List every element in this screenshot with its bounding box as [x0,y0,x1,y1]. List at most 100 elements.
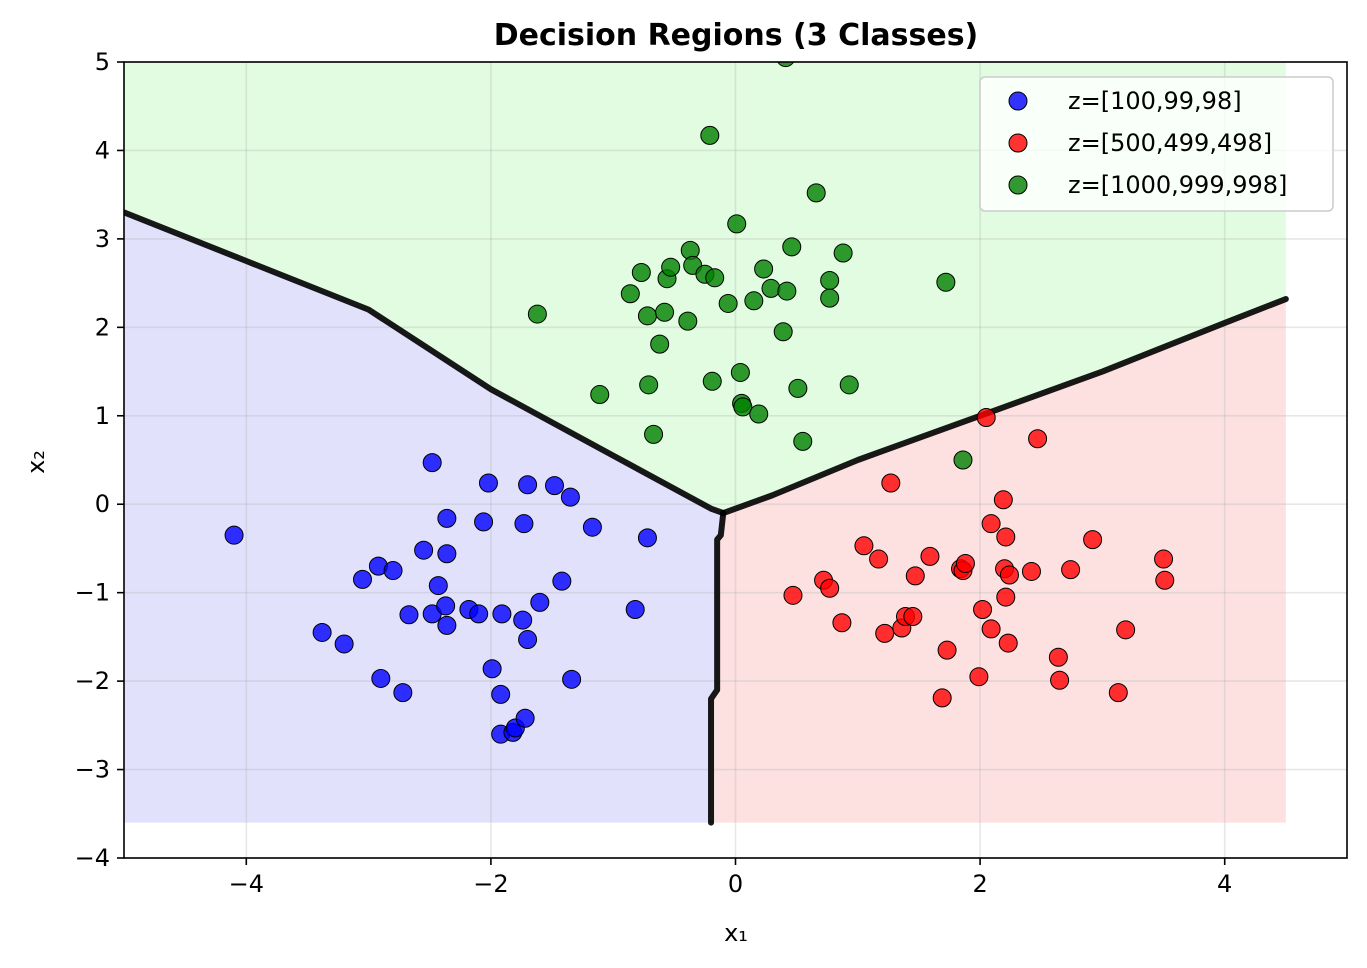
data-point-series-2 [631,262,651,282]
data-point-series-1 [832,613,852,633]
legend-marker [1008,91,1028,111]
data-point-series-1 [937,640,957,660]
data-point-series-2 [788,378,808,398]
data-point-series-0 [560,487,580,507]
data-point-series-0 [582,517,602,537]
data-point-series-2 [718,293,738,313]
data-point-series-2 [527,304,547,324]
x-tick-label: 2 [972,870,987,898]
data-point-series-1 [1155,570,1175,590]
data-point-series-2 [744,291,764,311]
data-point-series-2 [678,311,698,331]
data-point-series-2 [749,404,769,424]
data-point-series-1 [981,619,1001,639]
x-tick-label: −4 [229,870,264,898]
data-point-series-2 [730,362,750,382]
data-point-series-0 [515,708,535,728]
data-point-series-0 [530,592,550,612]
data-point-series-1 [875,623,895,643]
data-point-series-0 [437,508,457,528]
data-point-series-2 [806,183,826,203]
legend-marker [1008,175,1028,195]
x-tick-label: 0 [728,870,743,898]
y-tick-label: 5 [95,48,110,76]
data-point-series-1 [920,546,940,566]
data-point-series-0 [312,622,332,642]
data-point-series-0 [482,659,502,679]
data-point-series-1 [981,514,1001,534]
data-point-series-0 [625,599,645,619]
data-point-series-2 [661,257,681,277]
legend-marker [1008,133,1028,153]
data-point-series-1 [999,565,1019,585]
data-point-series-1 [1048,647,1068,667]
data-point-series-0 [492,604,512,624]
data-point-series-1 [905,566,925,586]
grid [124,61,1347,859]
data-point-series-0 [544,476,564,496]
data-point-series-1 [1061,560,1081,580]
y-tick-label: −3 [75,756,110,784]
data-point-series-0 [437,615,457,635]
y-tick-label: −4 [75,844,110,872]
data-point-series-2 [754,259,774,279]
data-point-series-1 [1154,549,1174,569]
legend: z=[100,99,98] z=[500,499,498] z=[1000,999,… [979,76,1334,212]
legend-label: z=[1000,999,998] [1068,171,1287,199]
data-point-series-1 [1083,530,1103,550]
data-point-series-2 [782,237,802,257]
data-point-series-2 [655,302,675,322]
data-point-series-0 [436,596,456,616]
boundary-line-0 [124,209,727,517]
data-point-series-0 [491,684,511,704]
boundary-line-2 [708,510,727,826]
data-point-series-0 [514,514,534,534]
region-class-1 [711,299,1286,823]
data-point-series-2 [639,375,659,395]
data-point-series-1 [869,549,889,569]
data-point-series-0 [422,453,442,473]
y-tick-label: 0 [95,490,110,518]
data-point-series-2 [705,268,725,288]
data-point-series-2 [777,62,795,68]
data-point-series-2 [953,450,973,470]
data-point-series-0 [469,604,489,624]
data-point-series-0 [383,561,403,581]
data-point-series-0 [334,634,354,654]
data-point-series-0 [414,540,434,560]
data-points [224,62,1175,744]
data-point-series-2 [839,375,859,395]
data-point-series-1 [1108,683,1128,703]
data-point-series-2 [793,431,813,451]
data-point-series-2 [833,243,853,263]
data-point-series-1 [996,587,1016,607]
y-axis-label: x₂ [22,450,50,474]
y-axis-ticks: −4 −3 −2 −1 0 1 2 3 4 5 [75,48,124,872]
data-point-series-2 [700,125,720,145]
data-point-series-0 [478,473,498,493]
data-point-series-1 [976,408,996,428]
data-point-series-1 [1050,670,1070,690]
data-point-series-0 [562,669,582,689]
data-point-series-0 [352,569,372,589]
data-point-series-1 [932,688,952,708]
data-point-series-2 [620,284,640,304]
data-point-series-0 [393,683,413,703]
legend-box [979,76,1334,212]
data-point-series-2 [820,270,840,290]
data-point-series-1 [881,473,901,493]
y-tick-label: −1 [75,579,110,607]
chart-title: Decision Regions (3 Classes) [494,18,979,53]
data-point-series-0 [518,630,538,650]
legend-label: z=[500,499,498] [1068,129,1272,157]
data-point-series-1 [1116,620,1136,640]
data-point-series-2 [637,306,657,326]
y-tick-label: 2 [95,313,110,341]
data-point-series-1 [973,599,993,619]
data-point-series-1 [1028,429,1048,449]
legend-label: z=[100,99,98] [1068,87,1242,115]
data-point-series-0 [513,610,533,630]
data-point-series-2 [590,385,610,405]
data-point-series-2 [936,272,956,292]
data-point-series-2 [777,281,797,301]
